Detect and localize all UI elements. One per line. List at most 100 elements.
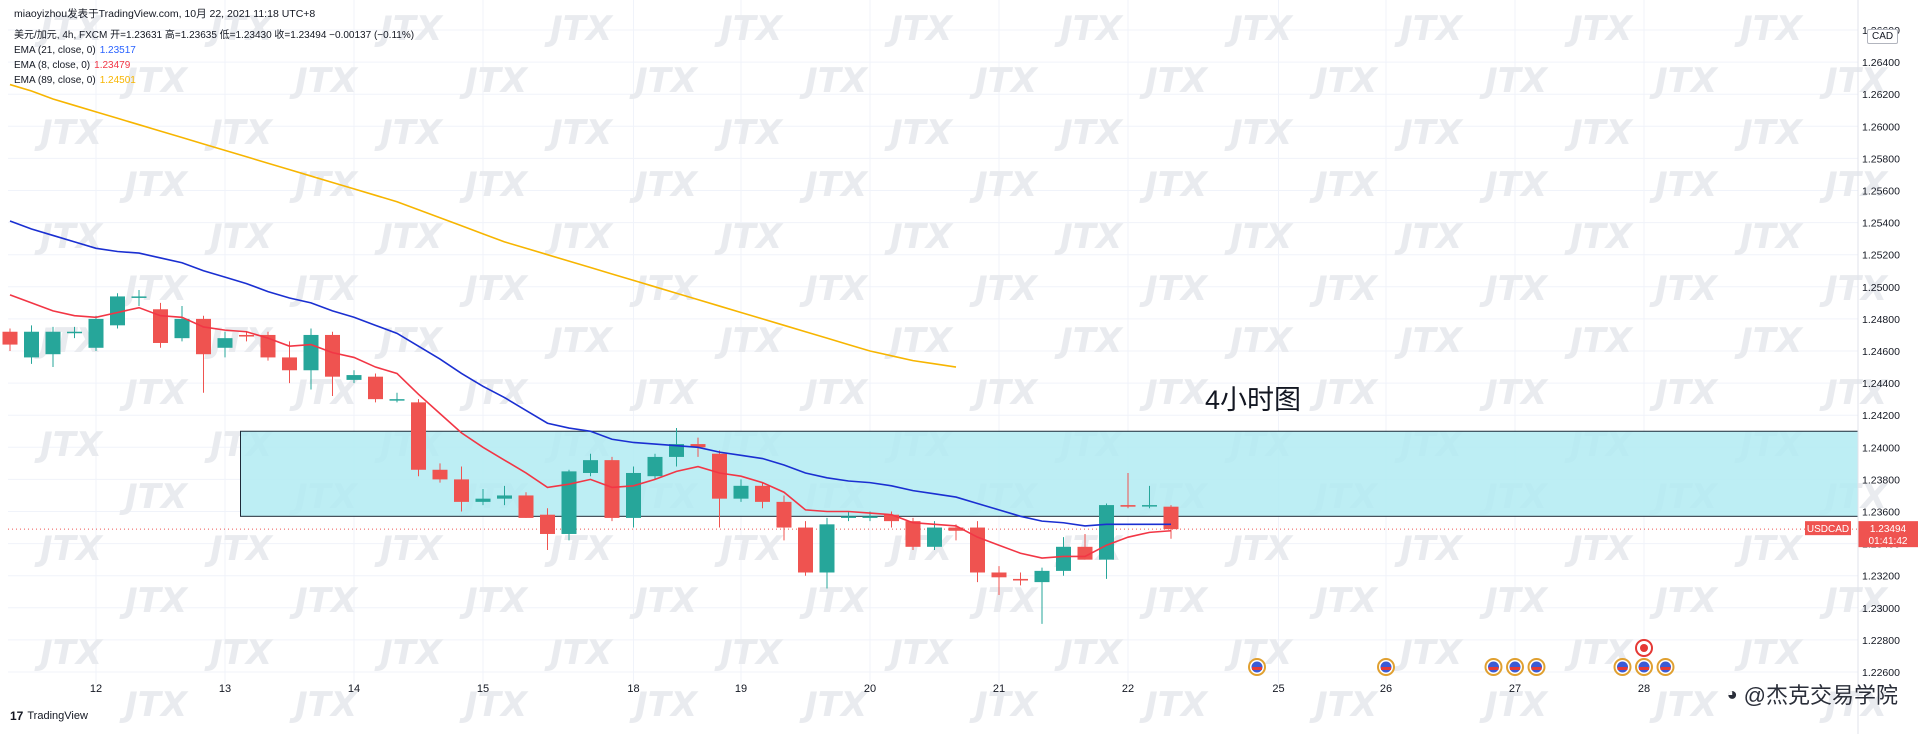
candle [217,331,233,358]
watermark-text: JTX [629,581,699,621]
candle-body [647,456,663,477]
watermark-text: JTX [714,633,784,673]
candle-body [174,318,190,339]
watermark-text: JTX [459,61,529,101]
candle-body [927,527,942,547]
flag-stripe [1617,667,1628,670]
watermark-text: JTX [289,165,359,205]
watermark-text: JTX [1819,269,1889,309]
watermark-text: JTX [544,633,614,673]
price-tick-label: 1.23800 [1862,474,1900,486]
candle-body [905,521,921,547]
flag-stripe [1531,667,1542,670]
price-tick-label: 1.24200 [1862,410,1900,422]
candle-body [884,514,899,522]
watermark-text: JTX [289,581,359,621]
watermark-text: JTX [1649,685,1719,725]
candle [604,456,620,522]
event-flag-us [1484,658,1503,676]
watermark-text: JTX [1734,529,1804,569]
watermark-text: JTX [1054,321,1124,361]
candle-body [948,527,964,531]
price-tick-label: 1.23600 [1862,507,1900,519]
watermark-text: JTX [799,685,869,725]
watermark-text: JTX [884,321,954,361]
candle [24,325,39,364]
watermark-text: JTX [1224,321,1294,361]
watermark-text: JTX [799,581,869,621]
price-tick-label: 1.23200 [1862,571,1900,583]
candle-body [819,524,835,573]
candle [647,453,663,480]
candle [153,302,168,348]
watermark-text: JTX [969,61,1039,101]
candle [368,373,383,403]
candle-body [518,495,534,518]
event-flag-us [1613,658,1632,676]
watermark-text: JTX [1819,61,1889,101]
candle [325,331,340,396]
watermark-text: JTX [204,113,274,153]
price-tick-label: 1.25600 [1862,186,1900,198]
candle [239,331,254,342]
watermark-text: JTX [374,633,444,673]
tradingview-logo[interactable]: 17 TradingView [10,709,88,723]
watermark-text: JTX [34,113,104,153]
event-flags [1248,639,1675,676]
event-flag-us [1248,658,1266,676]
time-tick-label: 14 [348,683,360,695]
flag-stripe [1639,667,1649,670]
watermark-text: JTX [204,9,274,49]
currency-label[interactable]: CAD [1867,29,1899,44]
watermark-text: JTX [1734,633,1804,673]
ema8-line [9,294,1172,559]
candle [411,399,426,477]
watermark-text: JTX [1479,269,1549,309]
watermark-text: JTX [714,113,784,153]
watermark-text: JTX [1479,581,1549,621]
watermark-text: JTX [629,165,699,205]
watermark-text: JTX [289,61,359,101]
watermark-text: JTX [544,9,614,49]
candle-body [110,296,125,326]
candle [776,495,792,541]
watermark-text: JTX [1224,217,1294,257]
candle-body [1142,505,1157,507]
watermark-text: JTX [1479,165,1549,205]
candle-body [733,485,749,499]
watermark-text: JTX [1224,113,1294,153]
watermark-text: JTX [1394,529,1464,569]
watermark-text: JTX [969,373,1039,413]
watermark-text: JTX [1564,113,1634,153]
indicator-ema89[interactable]: EMA (89, close, 0) 1.24501 [14,73,414,88]
candle-body [604,460,620,518]
candle [432,463,448,483]
watermark-text: JTX [119,165,189,205]
indicator-ema21[interactable]: EMA (21, close, 0) 1.23517 [14,43,414,58]
candle [948,524,964,541]
indicator-label: EMA (89, close, 0) [14,75,96,86]
flag-ca-icon [1640,644,1648,652]
time-tick-label: 26 [1380,683,1392,695]
watermark-text: JTX [1734,113,1804,153]
candle-body [841,516,856,518]
candle-body [1163,506,1179,530]
ohlc-line: 美元/加元, 4h, FXCM 开=1.23631 高=1.23635 低=1.… [14,30,415,41]
time-tick-label: 18 [627,683,639,695]
watermark-text: JTX [1309,61,1379,101]
flag-stripe [1660,667,1671,670]
watermark-text: JTX [629,61,699,101]
watermark-text: JTX [119,477,189,517]
candle-body [1056,546,1071,571]
candle-body [561,471,577,534]
candles [2,290,1179,624]
price-tick-label: 1.25000 [1862,282,1900,294]
time-tick-label: 13 [219,683,231,695]
candle-body [497,495,512,499]
time-tick-label: 22 [1122,683,1134,695]
indicator-ema8[interactable]: EMA (8, close, 0) 1.23479 [14,58,414,73]
symbol-tag-text: USDCAD [1807,524,1849,535]
candle [1163,505,1179,539]
